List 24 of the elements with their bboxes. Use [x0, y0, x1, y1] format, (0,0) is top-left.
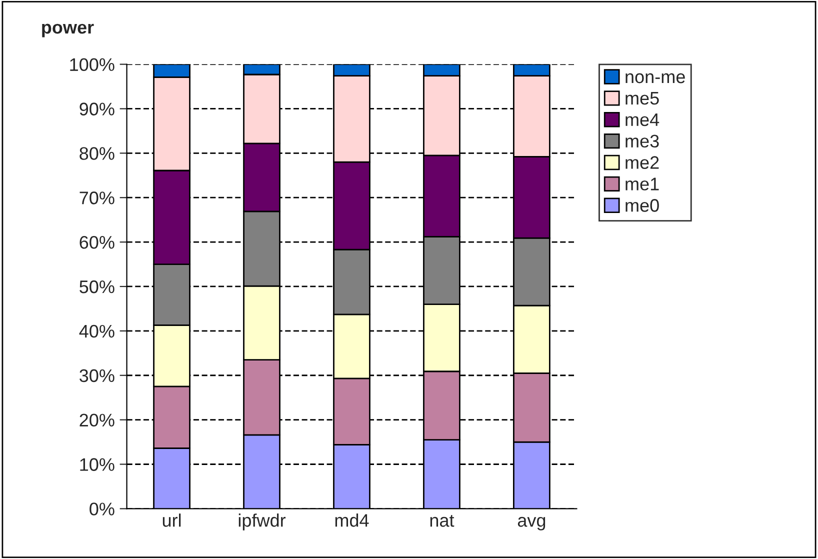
- legend-label: me2: [626, 156, 659, 169]
- y-tick-label: 80%: [80, 147, 114, 160]
- x-tick-label: avg: [518, 516, 546, 530]
- legend-label: me4: [626, 113, 660, 126]
- y-tick-label: 0%: [90, 502, 114, 516]
- legend-label: me1: [626, 178, 659, 190]
- y-tick-label: 20%: [80, 414, 114, 427]
- y-tick-label: 40%: [79, 324, 114, 338]
- x-tick-label: url: [162, 514, 181, 527]
- legend-label: me3: [626, 134, 659, 148]
- legend-label: me5: [626, 92, 659, 105]
- x-tick-label: md4: [335, 514, 369, 527]
- x-tick-label: ipfwdr: [238, 514, 286, 530]
- y-tick-label: 50%: [80, 280, 114, 294]
- y-tick-label: 90%: [80, 102, 114, 116]
- legend-label: non-me: [626, 73, 685, 84]
- x-tick-label: nat: [430, 514, 454, 527]
- legend-label: me0: [626, 199, 659, 212]
- y-tick-label: 100%: [70, 58, 114, 72]
- y-tick-label: 60%: [80, 236, 114, 249]
- chart-title: power: [42, 24, 94, 38]
- y-tick-label: 10%: [80, 458, 114, 471]
- y-tick-label: 70%: [80, 192, 114, 204]
- y-tick-label: 30%: [80, 369, 114, 382]
